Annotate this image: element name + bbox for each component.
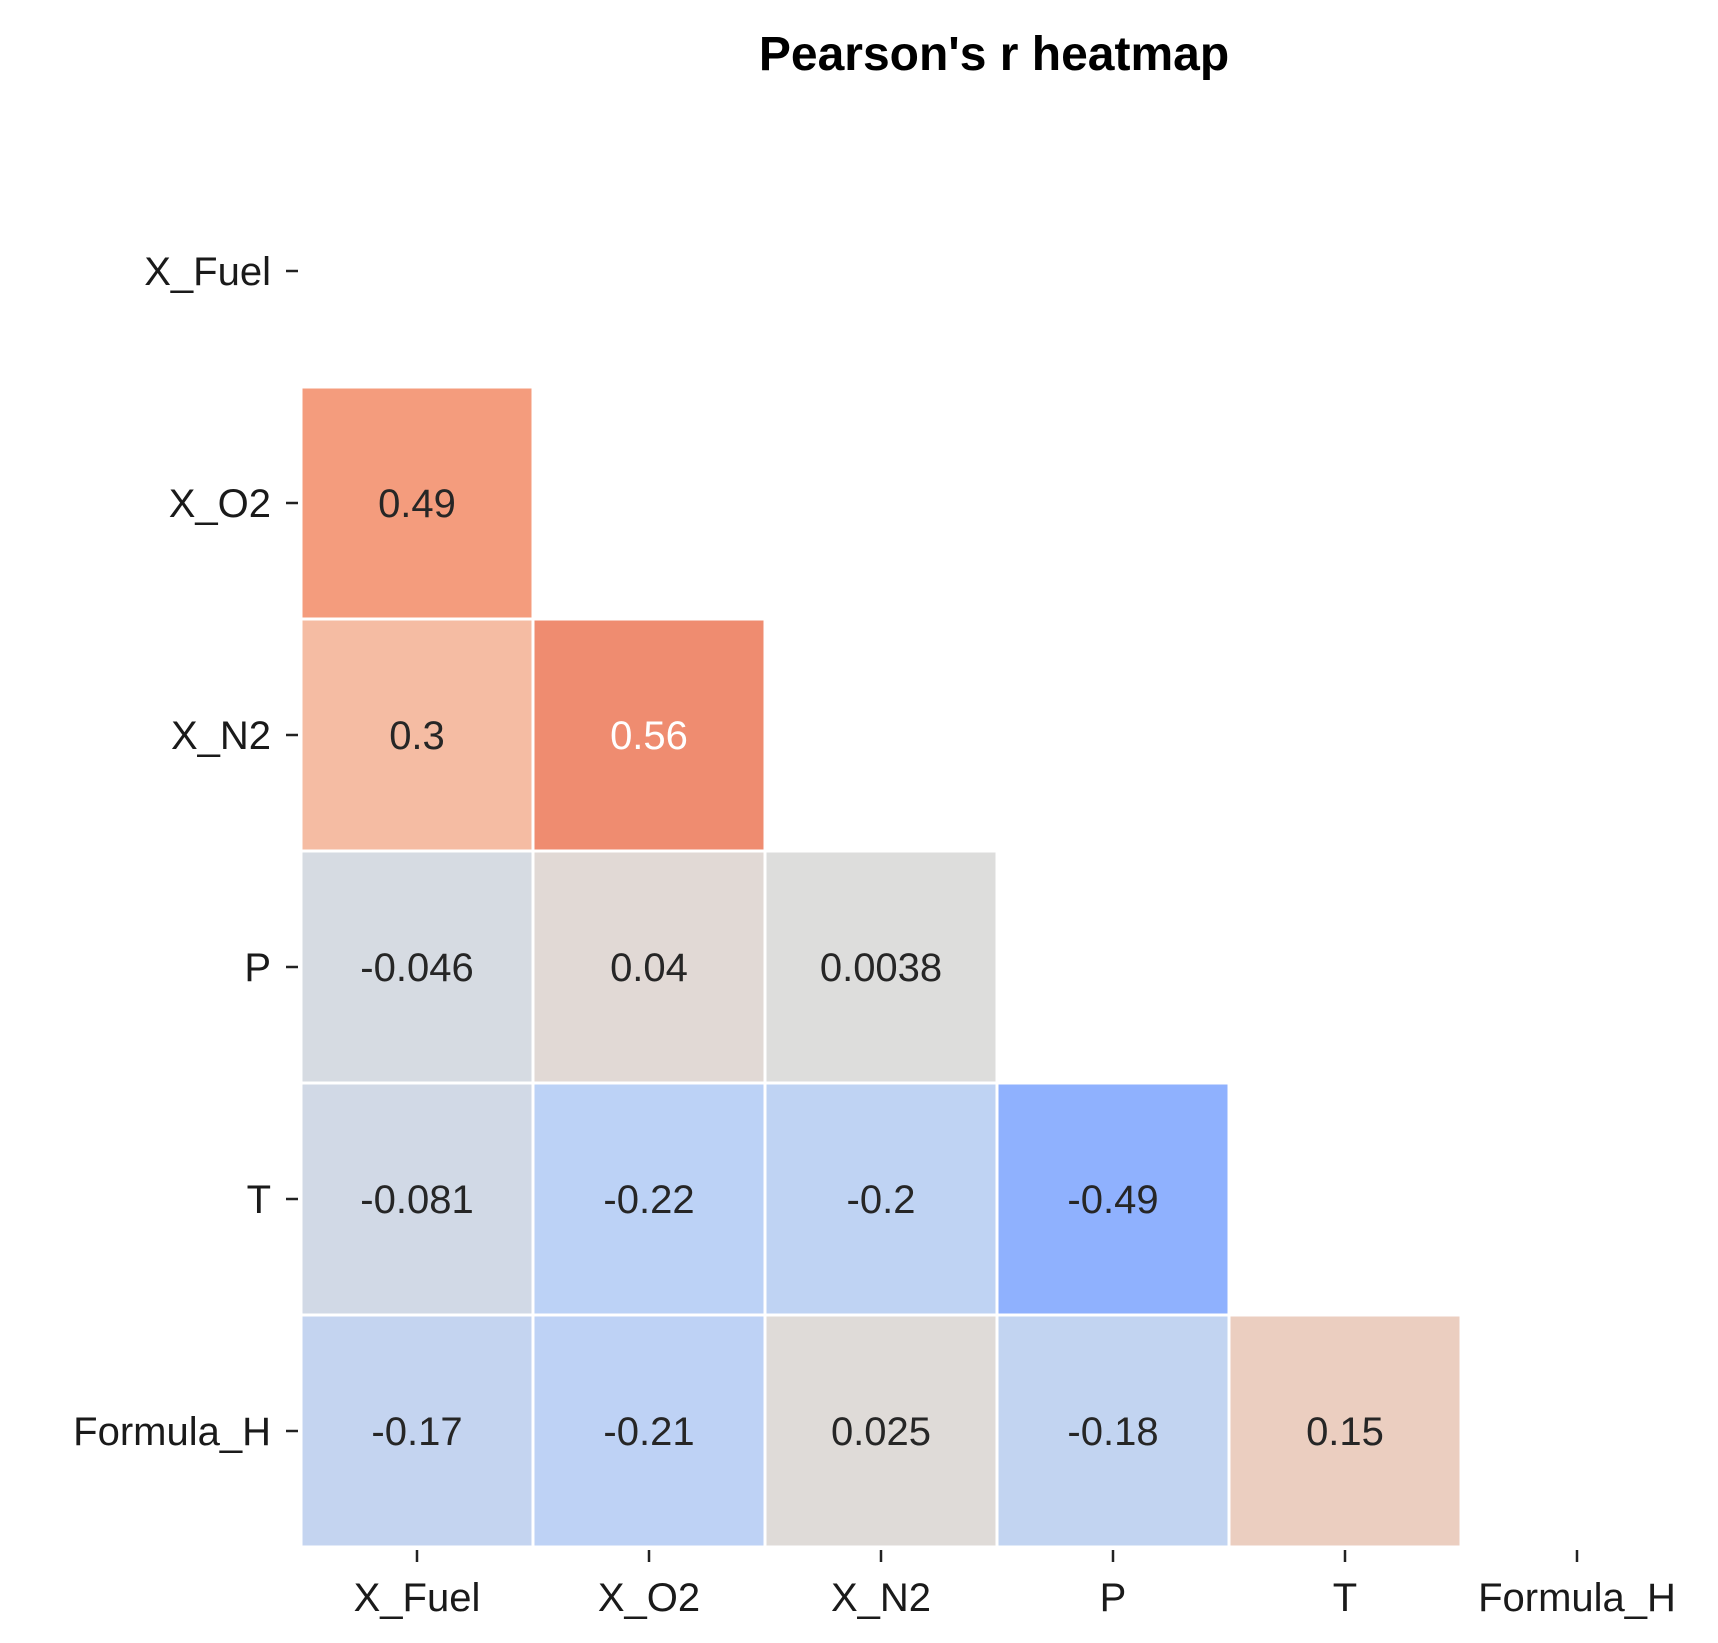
- heatmap-cell-labels: 0.49 0.3 0.56 -0.046 0.04 0.0038 -0.081 -0.22 -0…: [360, 482, 1384, 1454]
- heatmap-cells: [299, 385, 1463, 1549]
- cell-value-label: -0.21: [603, 1410, 694, 1454]
- chart-title: Pearson's r heatmap: [759, 28, 1229, 81]
- x-tick-label: Formula_H: [1478, 1576, 1676, 1620]
- heatmap-cell-T-X_O2: [531, 1081, 767, 1317]
- heatmap-cell-Formula_H-T: [1227, 1313, 1463, 1549]
- heatmap-cell-P-X_N2: [763, 849, 999, 1085]
- cell-value-label: -0.17: [371, 1410, 462, 1454]
- x-axis: X_Fuel X_O2 X_N2 P T Formula_H: [354, 1550, 1676, 1620]
- heatmap-cell-Formula_H-X_O2: [531, 1313, 767, 1549]
- heatmap-cell-X_N2-X_O2: [531, 617, 767, 853]
- x-tick-label: X_Fuel: [354, 1576, 481, 1620]
- y-tick-label: X_N2: [171, 714, 271, 758]
- cell-value-label: -0.046: [360, 946, 473, 990]
- cell-value-label: 0.3: [389, 714, 445, 758]
- heatmap-cell-P-X_O2: [531, 849, 767, 1085]
- heatmap-cell-X_N2-X_Fuel: [299, 617, 535, 853]
- cell-value-label: 0.56: [610, 714, 688, 758]
- y-tick-label: P: [244, 946, 271, 990]
- x-tick-label: X_O2: [598, 1576, 700, 1620]
- x-tick-label: T: [1333, 1576, 1357, 1620]
- x-tick-label: X_N2: [831, 1576, 931, 1620]
- cell-value-label: -0.081: [360, 1178, 473, 1222]
- y-tick-label: X_Fuel: [144, 250, 271, 294]
- x-tick-label: P: [1100, 1576, 1127, 1620]
- cell-value-label: 0.0038: [820, 946, 942, 990]
- heatmap-cell-T-P: [995, 1081, 1231, 1317]
- cell-value-label: -0.49: [1067, 1178, 1158, 1222]
- heatmap-cell-Formula_H-P: [995, 1313, 1231, 1549]
- cell-value-label: 0.15: [1306, 1410, 1384, 1454]
- cell-value-label: -0.2: [847, 1178, 916, 1222]
- cell-value-label: -0.18: [1067, 1410, 1158, 1454]
- cell-value-label: 0.49: [378, 482, 456, 526]
- y-tick-label: T: [247, 1178, 271, 1222]
- cell-value-label: 0.025: [831, 1410, 931, 1454]
- cell-value-label: -0.22: [603, 1178, 694, 1222]
- heatmap-cell-Formula_H-X_N2: [763, 1313, 999, 1549]
- heatmap-cell-X_O2-X_Fuel: [299, 385, 535, 621]
- cell-value-label: 0.04: [610, 946, 688, 990]
- y-tick-label: Formula_H: [73, 1410, 271, 1454]
- heatmap-cell-P-X_Fuel: [299, 849, 535, 1085]
- y-tick-label: X_O2: [169, 482, 271, 526]
- y-axis: X_Fuel X_O2 X_N2 P T Formula_H: [73, 250, 298, 1454]
